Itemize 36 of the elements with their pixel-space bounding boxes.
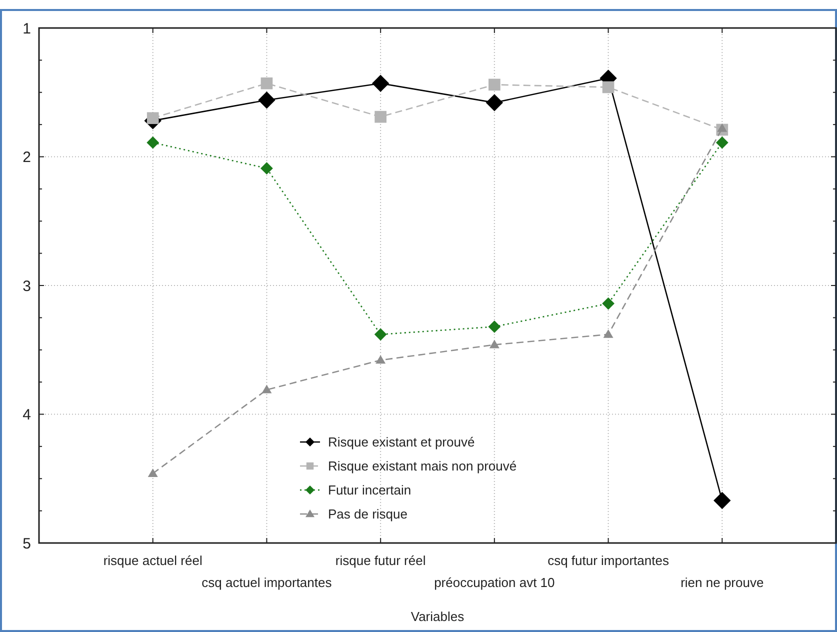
y-tick-label: 4 (22, 406, 31, 424)
y-tick-label: 3 (22, 278, 31, 295)
point (716, 136, 728, 149)
point (258, 92, 276, 109)
legend-label: Pas de risque (328, 506, 408, 522)
point (372, 74, 390, 92)
point (374, 328, 387, 341)
point (374, 110, 386, 123)
x-tick-label: csq actuel importantes (202, 575, 332, 590)
point (376, 355, 386, 364)
x-tick-label: csq futur importantes (548, 553, 670, 568)
point (262, 384, 272, 394)
point (602, 81, 614, 94)
point (602, 297, 614, 310)
point (148, 468, 158, 477)
point (146, 136, 160, 149)
point (714, 492, 731, 510)
point (260, 77, 273, 90)
y-tick-label: 2 (22, 149, 31, 166)
x-tick-label: préoccupation avt 10 (434, 575, 555, 590)
y-tick-label: 5 (22, 535, 31, 552)
y-tick-label: 1 (22, 20, 31, 38)
point (717, 123, 728, 132)
legend-label: Risque existant mais non prouvé (328, 458, 517, 474)
legend-label: Risque existant et prouvé (328, 434, 475, 450)
point (486, 94, 504, 112)
x-axis-title: Variables (410, 609, 465, 624)
point (603, 329, 614, 338)
x-tick-label: risque futur réel (335, 553, 426, 568)
x-tick-label: rien ne prouve (680, 575, 764, 590)
legend-label: Futur incertain (328, 482, 412, 498)
point (488, 320, 501, 333)
point (489, 340, 500, 348)
point (488, 78, 500, 91)
point (260, 162, 273, 175)
x-tick-label: risque actuel réel (103, 553, 202, 568)
